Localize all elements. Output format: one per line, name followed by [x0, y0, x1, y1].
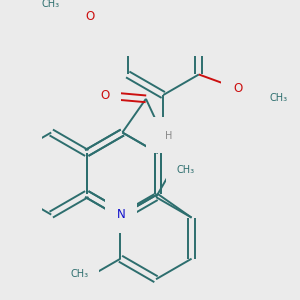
Text: H: H — [165, 131, 172, 141]
Text: O: O — [233, 82, 242, 95]
Text: CH₃: CH₃ — [71, 269, 89, 279]
Text: CH₃: CH₃ — [42, 0, 60, 9]
Text: N: N — [158, 129, 167, 142]
Text: O: O — [100, 89, 109, 102]
Text: CH₃: CH₃ — [269, 93, 287, 103]
Text: CH₃: CH₃ — [176, 165, 194, 176]
Text: O: O — [85, 10, 95, 22]
Text: N: N — [116, 208, 125, 221]
